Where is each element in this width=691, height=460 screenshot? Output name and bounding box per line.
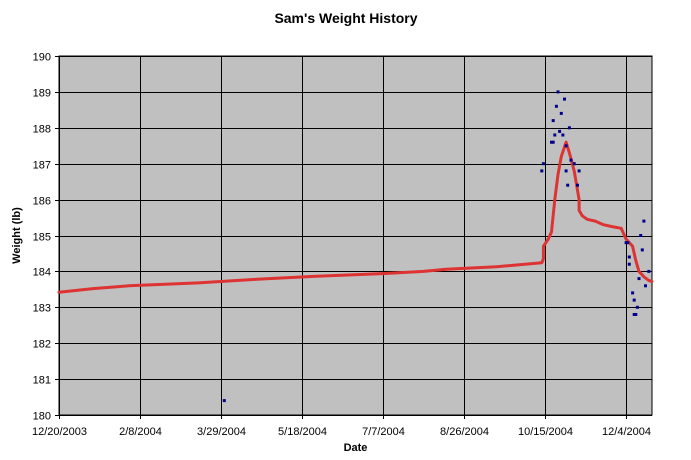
y-tick-label: 188 — [33, 124, 51, 136]
chart-title: Sam's Weight History — [274, 10, 417, 26]
y-tick-label: 182 — [33, 339, 51, 351]
data-point — [556, 90, 560, 94]
data-point — [551, 119, 555, 123]
data-point — [632, 313, 636, 316]
x-tick-label: 12/20/2003 — [32, 426, 87, 438]
data-point — [554, 104, 558, 108]
data-point — [631, 291, 635, 295]
data-point — [624, 241, 628, 245]
y-tick-label: 190 — [33, 52, 51, 64]
weight-points-series — [222, 90, 651, 403]
y-tick-label: 180 — [33, 411, 51, 423]
x-tick-label: 3/29/2004 — [197, 426, 246, 438]
y-tick-label: 187 — [33, 160, 51, 172]
data-point — [577, 169, 581, 173]
x-tick-label: 2/8/2004 — [119, 426, 162, 438]
data-point — [627, 255, 631, 259]
trend-line-series — [57, 140, 654, 294]
data-point — [564, 144, 568, 148]
y-axis-ticks: 180 181 182 183 184 185 186 187 188 189 190 — [33, 52, 59, 423]
data-point — [551, 140, 555, 144]
data-point — [553, 133, 557, 137]
x-tick-label: 5/18/2004 — [278, 426, 327, 438]
data-point — [567, 126, 571, 130]
trend-line — [57, 140, 654, 294]
y-tick-label: 185 — [33, 232, 51, 244]
y-tick-label: 184 — [33, 267, 51, 279]
data-point — [576, 183, 579, 187]
data-point — [550, 140, 553, 144]
data-point — [540, 169, 544, 173]
gridlines — [59, 56, 652, 416]
data-point — [642, 219, 646, 223]
data-point — [634, 313, 638, 316]
data-point — [639, 234, 643, 237]
data-point — [637, 277, 641, 281]
data-point — [635, 305, 639, 309]
y-tick-label: 186 — [33, 196, 51, 208]
y-tick-label: 183 — [33, 303, 51, 315]
plot-area — [58, 55, 653, 416]
data-point — [644, 284, 647, 288]
data-point — [626, 241, 630, 245]
data-point — [559, 111, 563, 115]
data-point — [558, 129, 562, 133]
data-point — [563, 97, 566, 101]
x-axis-label: Date — [344, 442, 368, 454]
x-tick-label: 8/26/2004 — [440, 426, 489, 438]
x-tick-label: 7/7/2004 — [362, 426, 405, 438]
data-point — [222, 399, 226, 403]
x-tick-label: 10/15/2004 — [518, 426, 573, 438]
data-point — [564, 169, 568, 173]
data-point — [627, 262, 631, 266]
x-tick-label: 12/4/2004 — [602, 426, 651, 438]
data-point — [541, 162, 545, 166]
data-point — [561, 133, 565, 137]
data-point — [566, 183, 570, 187]
y-axis-label: Weight (lb) — [11, 207, 23, 264]
data-point — [640, 248, 644, 252]
y-tick-label: 181 — [33, 375, 51, 387]
data-point — [572, 162, 576, 166]
x-axis-ticks: 12/20/2003 2/8/2004 3/29/2004 5/18/2004 7/7/… — [32, 415, 651, 438]
y-tick-label: 189 — [33, 88, 51, 100]
data-point — [647, 269, 651, 273]
data-point — [569, 158, 573, 162]
data-point — [632, 298, 636, 302]
